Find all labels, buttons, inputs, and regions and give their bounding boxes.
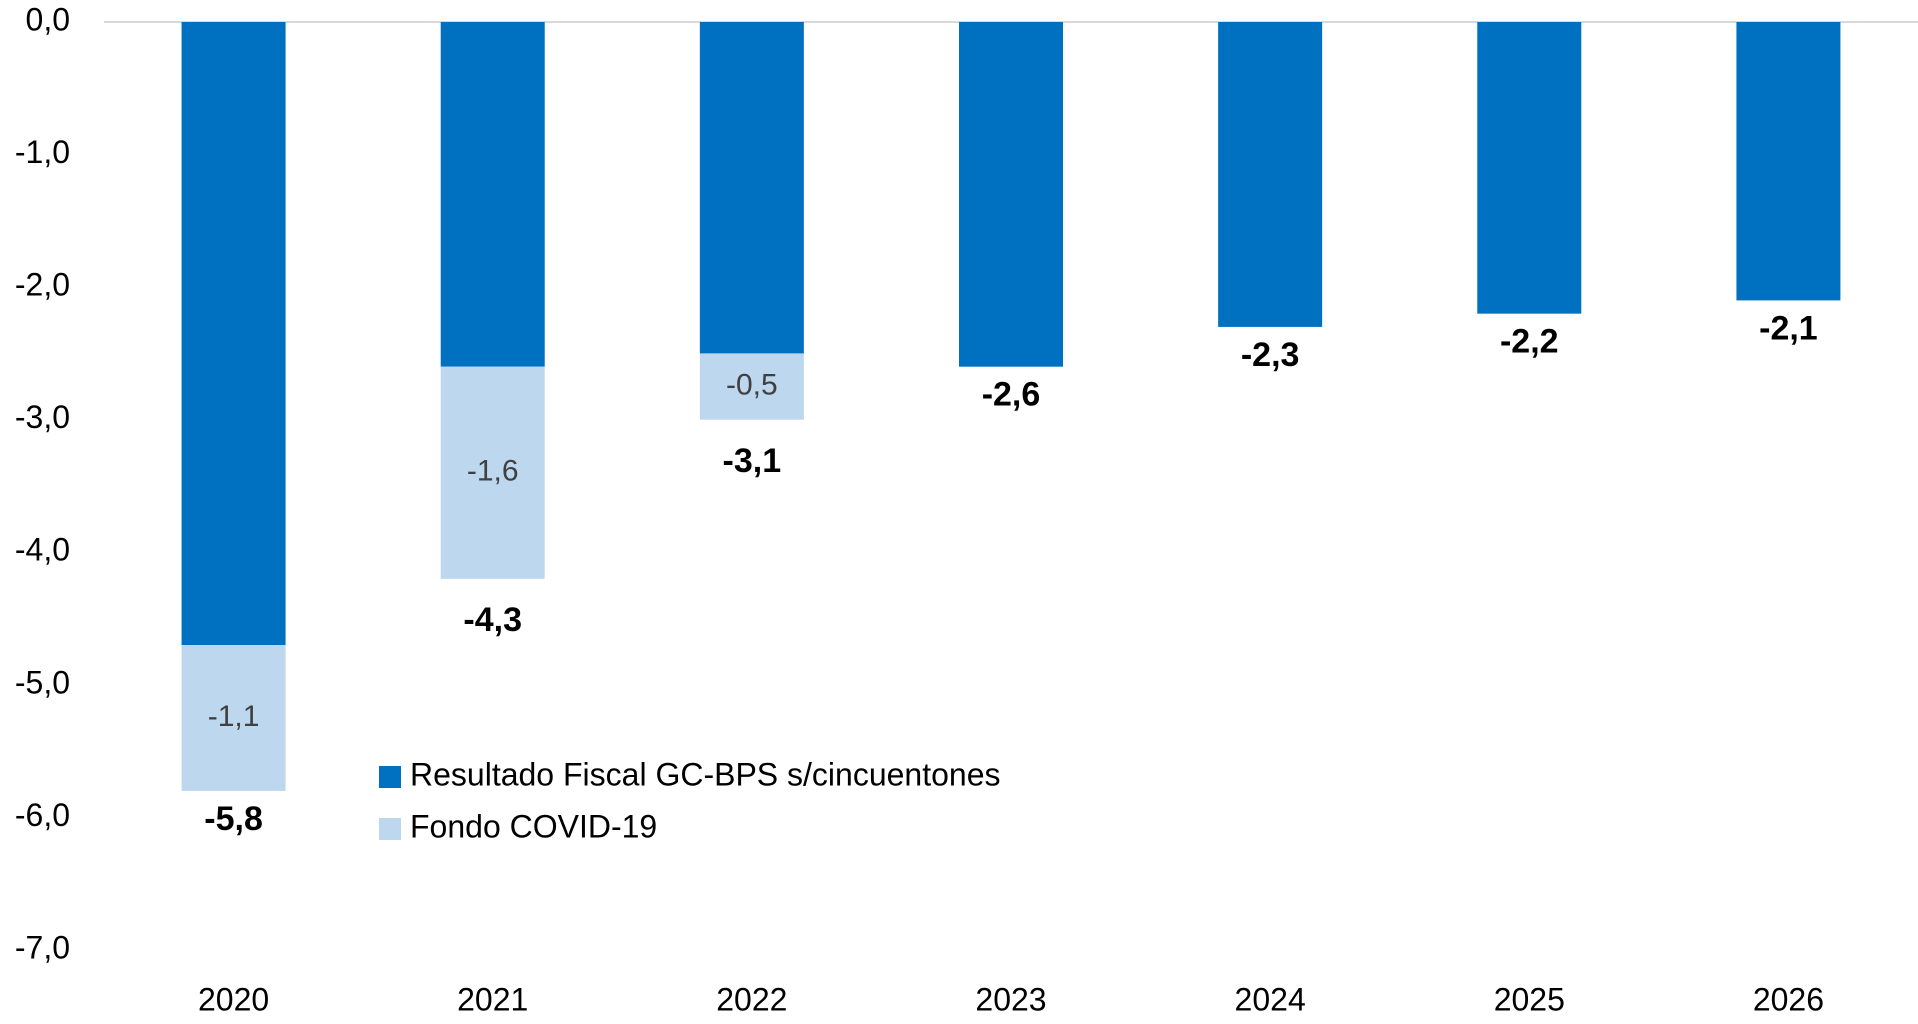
bar-segment [1736, 22, 1841, 301]
total-label: -5,8 [204, 800, 263, 838]
bar-segment [1218, 22, 1323, 327]
x-tick-label: 2020 [198, 981, 269, 1017]
y-tick-label: -3,0 [15, 399, 70, 435]
segment-label: -0,5 [726, 368, 778, 401]
total-label: -2,6 [982, 376, 1041, 414]
y-tick-label: -7,0 [15, 929, 70, 965]
legend-label: Fondo COVID-19 [410, 808, 657, 844]
legend-label: Resultado Fiscal GC-BPS s/cincuentones [410, 756, 1000, 792]
x-tick-label: 2025 [1494, 981, 1565, 1017]
x-tick-label: 2022 [716, 981, 787, 1017]
bar-segment [181, 645, 286, 791]
total-label: -4,3 [463, 601, 522, 639]
bar-segment [440, 366, 545, 579]
x-tick-label: 2021 [457, 981, 528, 1017]
legend-swatch [379, 818, 401, 840]
bar-segment [1477, 22, 1582, 314]
segment-label: -1,6 [467, 455, 519, 488]
y-tick-label: -4,0 [15, 532, 70, 568]
x-tick-label: 2023 [975, 981, 1046, 1017]
y-tick-label: 0,0 [26, 1, 70, 37]
segment-label: -1,1 [208, 700, 260, 733]
x-tick-label: 2026 [1753, 981, 1824, 1017]
bar-segment [959, 22, 1063, 367]
bar-segment [699, 22, 804, 354]
total-label: -3,1 [723, 442, 782, 480]
y-tick-label: -5,0 [15, 664, 70, 700]
bar-segment [181, 22, 286, 646]
total-label: -2,1 [1759, 309, 1818, 347]
y-tick-label: -6,0 [15, 797, 70, 833]
y-tick-label: -2,0 [15, 267, 70, 303]
x-tick-label: 2024 [1235, 981, 1306, 1017]
y-tick-label: -1,0 [15, 134, 70, 170]
bar-segment [440, 22, 545, 367]
bar-segment [699, 353, 804, 420]
total-label: -2,3 [1241, 336, 1300, 374]
legend-swatch [379, 766, 401, 788]
total-label: -2,2 [1500, 323, 1559, 361]
